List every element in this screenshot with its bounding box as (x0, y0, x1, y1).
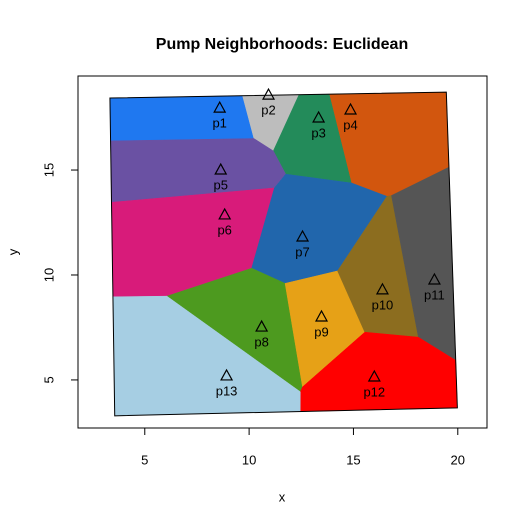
x-tick-label: 15 (346, 452, 360, 467)
x-tick-label: 10 (242, 452, 256, 467)
pump-marker (220, 368, 234, 381)
pump-marker (375, 282, 389, 295)
pump-label: p2 (261, 103, 275, 118)
pump-marker (296, 229, 310, 242)
y-tick-label: 15 (41, 163, 56, 177)
pump-marker (427, 272, 441, 285)
pump-label: p1 (212, 116, 226, 131)
pump-marker (344, 102, 358, 115)
pump-label: p7 (295, 244, 309, 259)
y-axis-label: y (5, 248, 20, 255)
x-tick-label: 5 (141, 452, 148, 467)
pump-label: p5 (213, 177, 227, 192)
x-tick-label: 20 (451, 452, 465, 467)
pump-label: p4 (343, 117, 357, 132)
pump-label: p12 (363, 384, 385, 399)
y-tick-label: 5 (41, 376, 56, 383)
pump-marker (312, 110, 326, 123)
pump-marker (218, 207, 232, 220)
chart-title: Pump Neighborhoods: Euclidean (156, 36, 408, 53)
pump-label: p8 (254, 334, 268, 349)
pump-label: p3 (311, 125, 325, 140)
pump-label: p9 (314, 324, 328, 339)
pump-label: p10 (372, 297, 394, 312)
boundary (109, 91, 458, 417)
pump-label: p11 (424, 287, 445, 302)
pump-marker (315, 309, 329, 322)
x-axis-label: x (279, 489, 286, 504)
region (109, 95, 255, 142)
pump-marker (262, 87, 276, 100)
pump-marker (214, 162, 228, 175)
pump-marker (255, 319, 269, 332)
pump-label: p6 (217, 222, 231, 237)
y-tick-label: 10 (41, 268, 56, 282)
pump-marker (367, 369, 381, 382)
pump-label: p13 (216, 383, 238, 398)
pump-marker (213, 100, 227, 113)
